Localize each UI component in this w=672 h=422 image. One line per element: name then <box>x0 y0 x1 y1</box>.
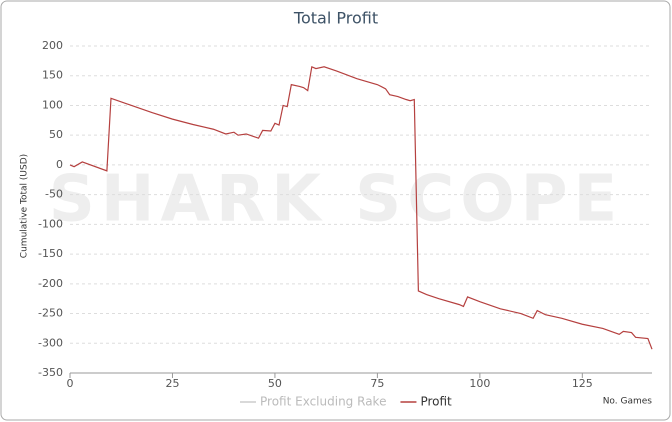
chart-title: Total Profit <box>293 9 378 28</box>
y-tick-label: 200 <box>42 39 63 52</box>
y-tick-label: -50 <box>45 188 63 201</box>
y-tick-label: -250 <box>38 307 63 320</box>
x-tick-label: 0 <box>67 377 74 390</box>
watermark: SHARK SCOPE <box>49 163 623 237</box>
y-axis-label: Cumulative Total (USD) <box>20 154 30 258</box>
y-tick-label: -100 <box>38 217 63 230</box>
y-tick-label: 150 <box>42 69 63 82</box>
x-tick-label: 50 <box>268 377 282 390</box>
legend-label[interactable]: Profit <box>420 395 452 409</box>
y-tick-label: 100 <box>42 98 63 111</box>
legend-label[interactable]: Profit Excluding Rake <box>260 395 386 409</box>
y-tick-label: -300 <box>38 336 63 349</box>
y-tick-label: -150 <box>38 247 63 260</box>
y-tick-label: -350 <box>38 366 63 379</box>
y-tick-label: 50 <box>49 128 63 141</box>
y-tick-label: 0 <box>56 158 63 171</box>
x-tick-label: 125 <box>572 377 593 390</box>
x-tick-label: 75 <box>370 377 384 390</box>
x-tick-label: 100 <box>469 377 490 390</box>
series-line <box>69 65 653 350</box>
x-tick-label: 25 <box>165 377 179 390</box>
x-axis-label: No. Games <box>603 397 653 407</box>
y-tick-label: -200 <box>38 277 63 290</box>
